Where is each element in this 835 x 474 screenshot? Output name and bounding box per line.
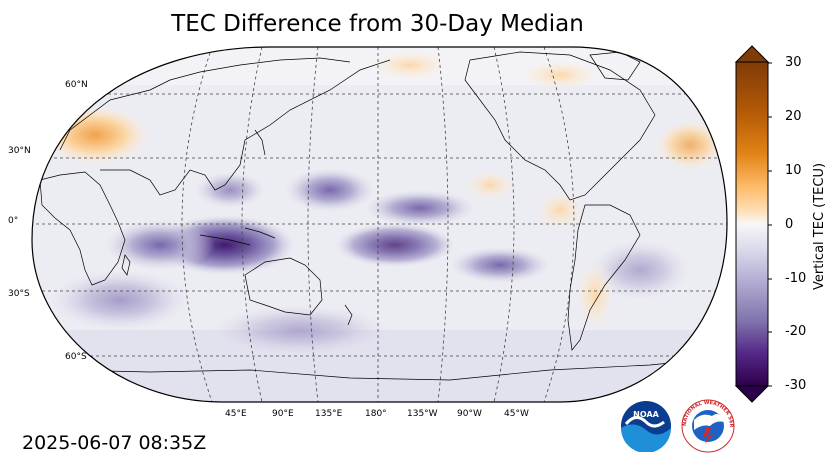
lon-label-90w: 90°W [457, 409, 482, 419]
colorbar-tick: 20 [785, 109, 802, 124]
graticule-meridians [181, 47, 575, 402]
colorbar-tick: -10 [785, 271, 807, 286]
lat-label-60n: 60°N [65, 80, 88, 90]
coastlines [39, 51, 701, 381]
globe-outline [31, 46, 728, 403]
lon-label-90e: 90°E [272, 409, 294, 419]
colorbar-tick: 10 [785, 163, 802, 178]
lat-label-30s: 30°S [8, 289, 30, 299]
graticule-latitudes [32, 93, 727, 357]
lon-label-180: 180° [365, 409, 387, 419]
colorbar [734, 45, 772, 403]
colorbar-tick: 0 [785, 217, 794, 232]
colorbar-tick: -20 [785, 324, 807, 339]
colorbar-label: Vertical TEC (TECU) [812, 162, 827, 290]
map-title: TEC Difference from 30-Day Median [171, 11, 584, 37]
colorbar-tick: 30 [785, 55, 802, 70]
lon-label-135w: 135°W [407, 409, 438, 419]
lat-label-60s: 60°S [65, 352, 87, 362]
lon-label-45e: 45°E [225, 409, 247, 419]
noaa-logo-text: NOAA [633, 410, 659, 419]
noaa-logo: NOAA [620, 400, 672, 456]
nws-logo: NATIONAL WEATHER SERVICE [678, 394, 736, 458]
timestamp: 2025-06-07 08:35Z [22, 432, 207, 454]
lat-label-30n: 30°N [8, 146, 31, 156]
lon-label-135e: 135°E [315, 409, 343, 419]
colorbar-tick: -30 [785, 378, 807, 393]
lat-label-0: 0° [8, 216, 19, 226]
lon-label-45w: 45°W [504, 409, 529, 419]
